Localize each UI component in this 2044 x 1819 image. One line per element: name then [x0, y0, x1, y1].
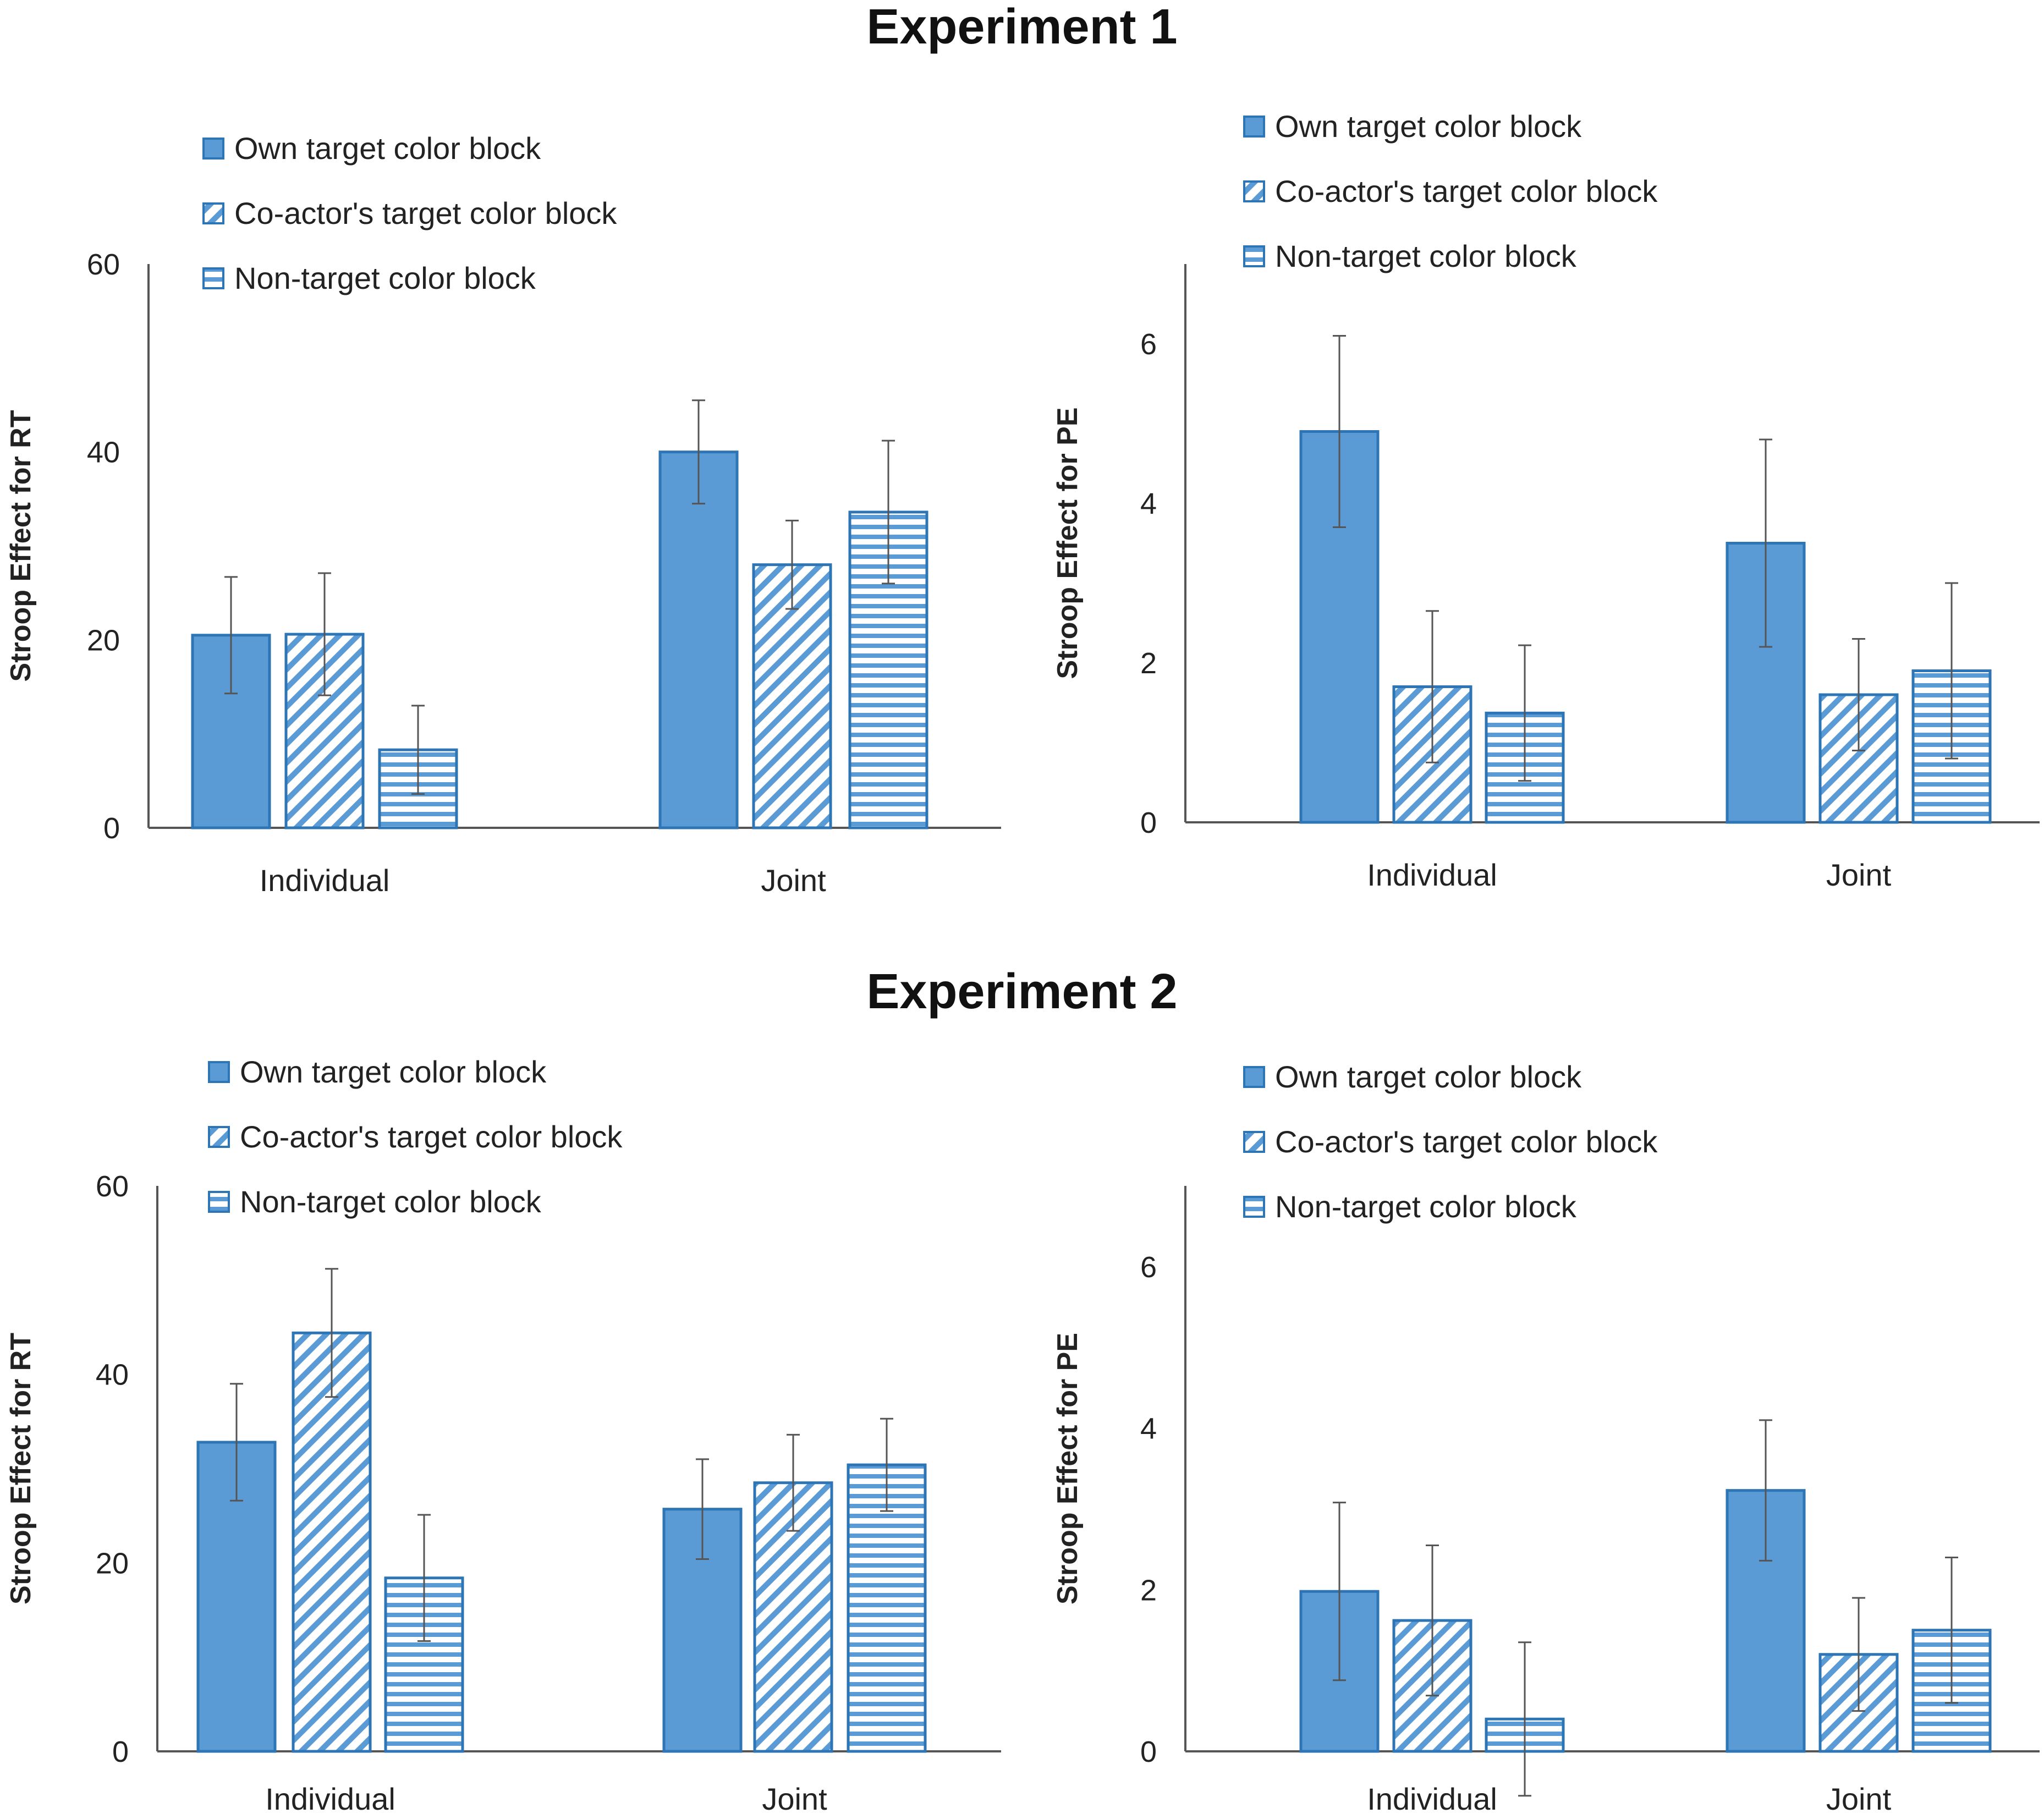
bar — [292, 1331, 372, 1753]
legend-swatch — [1243, 1131, 1265, 1153]
y-tick-label: 20 — [96, 1547, 129, 1580]
x-category-label: Individual — [1367, 1782, 1497, 1816]
x-category-label: Joint — [1826, 1782, 1892, 1816]
y-tick-label: 0 — [1140, 806, 1157, 839]
y-tick-label: 60 — [87, 248, 120, 281]
legend-entry: Co-actor's target color block — [1275, 174, 1658, 208]
legend-swatch — [202, 138, 224, 160]
x-category-label: Joint — [762, 1782, 827, 1816]
legend-entry: Co-actor's target color block — [240, 1119, 623, 1154]
experiment-2-title: Experiment 2 — [866, 964, 1178, 1019]
y-tick-label: 4 — [1140, 1413, 1157, 1446]
x-category-label: Individual — [265, 1782, 395, 1816]
y-tick-label: 0 — [112, 1735, 129, 1768]
y-tick-label: 6 — [1140, 328, 1157, 361]
legend-entry: Co-actor's target color block — [234, 196, 617, 230]
legend-swatch — [1243, 116, 1265, 138]
legend-swatch — [1243, 1196, 1265, 1218]
legend-entry: Non-target color block — [240, 1184, 542, 1219]
y-tick-label: 2 — [1140, 647, 1157, 680]
legend-swatch — [1243, 1066, 1265, 1088]
x-category-label: Joint — [761, 863, 826, 898]
y-axis-label: Stroop Effect for PE — [1052, 407, 1084, 679]
y-tick-label: 4 — [1140, 487, 1157, 520]
legend-swatch — [208, 1191, 230, 1213]
x-category-label: Individual — [1367, 858, 1497, 892]
chart-exp1-pe: 0 2 4 6 Stroop Effect for PE Individual Joint O… — [1052, 109, 2040, 892]
y-axis-label: Stroop Effect for PE — [1052, 1333, 1084, 1604]
legend-swatch — [202, 202, 224, 224]
legend-swatch — [202, 267, 224, 289]
y-tick-label: 0 — [103, 812, 120, 845]
chart-exp2-rt: 0 20 40 60 Stroop Effect for RT Individual Joi… — [5, 1054, 1001, 1816]
x-category-label: Joint — [1826, 858, 1892, 892]
legend-swatch — [1243, 245, 1265, 267]
chart-exp2-pe: 0 2 4 6 Stroop Effect for PE Individual Joint O… — [1052, 1059, 2040, 1816]
legend-swatch — [1243, 180, 1265, 202]
x-category-label: Individual — [260, 863, 390, 898]
y-tick-label: 0 — [1140, 1735, 1157, 1768]
legend-entry: Own target color block — [234, 131, 541, 166]
legend-entry: Non-target color block — [234, 261, 536, 295]
legend-entry: Own target color block — [1275, 1059, 1582, 1094]
chart-exp1-rt: 0 20 40 60 Stroop Effect for RT Individual Joi… — [5, 131, 1001, 898]
legend-entry: Non-target color block — [1275, 1189, 1577, 1224]
bar — [848, 510, 928, 829]
y-tick-label: 6 — [1140, 1251, 1157, 1284]
y-tick-label: 40 — [96, 1359, 129, 1392]
legend-swatch — [208, 1126, 230, 1148]
legend-swatch — [208, 1061, 230, 1083]
experiment-1-title: Experiment 1 — [866, 0, 1178, 54]
legend-entry: Non-target color block — [1275, 239, 1577, 273]
y-axis-label: Stroop Effect for RT — [5, 410, 37, 682]
bar — [847, 1463, 927, 1753]
y-axis-label: Stroop Effect for RT — [5, 1333, 37, 1604]
y-tick-label: 20 — [87, 624, 120, 657]
legend-entry: Co-actor's target color block — [1275, 1124, 1658, 1159]
y-tick-label: 2 — [1140, 1574, 1157, 1607]
y-tick-label: 60 — [96, 1170, 129, 1203]
legend-entry: Own target color block — [240, 1054, 547, 1089]
legend-entry: Own target color block — [1275, 109, 1582, 144]
bar — [384, 1576, 464, 1753]
y-tick-label: 40 — [87, 436, 120, 469]
bar — [658, 450, 739, 829]
